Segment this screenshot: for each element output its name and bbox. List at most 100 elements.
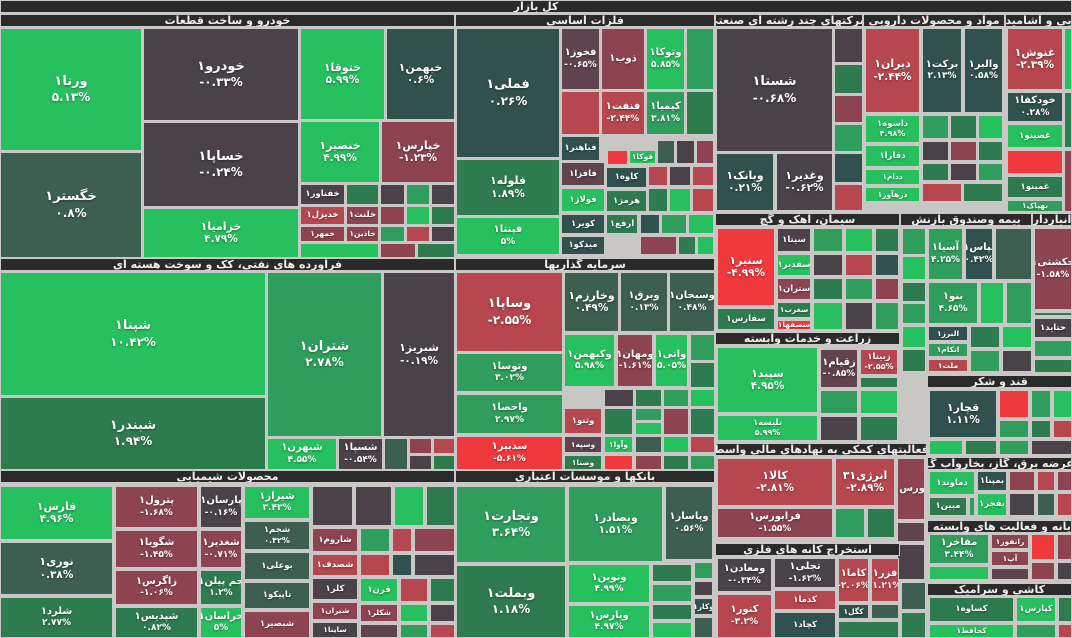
treemap-tile-small[interactable] bbox=[1031, 534, 1055, 560]
treemap-tile-small[interactable] bbox=[406, 226, 430, 242]
treemap-tile-small[interactable] bbox=[965, 440, 997, 455]
treemap-tile-small[interactable] bbox=[970, 350, 1000, 372]
treemap-tile[interactable]: شاروم۱ bbox=[312, 528, 358, 552]
treemap-tile[interactable]: فخوز۱ -۰.۶۵% bbox=[561, 28, 600, 90]
treemap-tile-small[interactable] bbox=[690, 389, 715, 407]
sector-header-agriculture[interactable]: زراعت و خدمات وابسته bbox=[715, 332, 900, 345]
treemap-tile[interactable]: شبصیر۱ bbox=[244, 611, 310, 638]
treemap-tile[interactable]: زبینا۱ -۲.۵۵% bbox=[860, 349, 898, 375]
treemap-tile[interactable]: قچار۱ ۱.۱۱% bbox=[929, 390, 997, 438]
treemap-tile-small[interactable] bbox=[669, 166, 691, 186]
treemap-tile-small[interactable] bbox=[969, 497, 975, 516]
treemap-tile[interactable]: خودکفا۱ ۰.۲۸% bbox=[1007, 92, 1063, 122]
treemap-tile-small[interactable] bbox=[950, 163, 977, 181]
treemap-tile-small[interactable] bbox=[871, 604, 899, 619]
treemap-tile-small[interactable] bbox=[813, 278, 843, 300]
treemap-tile-small[interactable] bbox=[1053, 390, 1072, 418]
treemap-tile[interactable]: سیتا۱ bbox=[777, 228, 811, 252]
treemap-tile[interactable]: فوکا۱ bbox=[629, 150, 656, 164]
treemap-tile[interactable]: بمپنا۱ bbox=[977, 471, 1007, 491]
treemap-tile-small[interactable] bbox=[970, 326, 1000, 348]
treemap-tile[interactable]: مبین۱ bbox=[929, 497, 967, 516]
treemap-tile-small[interactable] bbox=[980, 282, 1004, 324]
treemap-tile-small[interactable] bbox=[690, 436, 715, 453]
treemap-tile[interactable]: فارس۱ ۴.۹۶% bbox=[0, 486, 113, 540]
treemap-tile[interactable]: دماوند۱ bbox=[929, 471, 975, 495]
treemap-tile-small[interactable] bbox=[834, 184, 863, 211]
treemap-tile-small[interactable] bbox=[875, 302, 899, 330]
treemap-tile[interactable]: انرژی۳۱ -۲.۸۹% bbox=[835, 458, 895, 506]
sector-header-cement[interactable]: سیمان، آهک و گچ bbox=[715, 213, 900, 226]
treemap-tile[interactable]: ورنا۱ ۵.۱۳% bbox=[0, 28, 142, 151]
treemap-tile[interactable]: ذوب۱ bbox=[601, 28, 645, 90]
treemap-tile[interactable]: آپ۱ bbox=[991, 551, 1029, 566]
treemap-tile-small[interactable] bbox=[300, 243, 379, 258]
treemap-tile-small[interactable] bbox=[902, 282, 926, 302]
treemap-tile-small[interactable] bbox=[692, 166, 714, 186]
treemap-tile[interactable]: شیراز۱ ۳.۴۳% bbox=[244, 486, 310, 519]
sector-header-insurance[interactable]: بیمه وصندوق بازنش bbox=[900, 213, 1032, 226]
treemap-tile-small[interactable] bbox=[813, 302, 843, 330]
treemap-tile[interactable]: سپید۱ ۴.۹۵% bbox=[717, 347, 818, 413]
treemap-tile[interactable]: کاما۱ -۲.۰۶% bbox=[838, 558, 869, 602]
treemap-tile-small[interactable] bbox=[663, 436, 689, 453]
treemap-tile-small[interactable] bbox=[430, 624, 455, 638]
treemap-tile[interactable]: پترول۱ -۱.۶۸% bbox=[115, 486, 198, 528]
treemap-tile[interactable]: وسپه۱ bbox=[564, 436, 602, 453]
treemap-tile[interactable]: کلر۱ bbox=[312, 578, 358, 600]
treemap-tile-small[interactable] bbox=[897, 544, 925, 580]
treemap-tile-small[interactable] bbox=[360, 554, 390, 576]
treemap-tile[interactable]: وثنو۱ bbox=[564, 408, 602, 434]
treemap-tile-small[interactable] bbox=[380, 184, 405, 205]
sector-header-banks[interactable]: بانکها و موسسات اعتباری bbox=[455, 470, 715, 483]
treemap-tile-small[interactable] bbox=[312, 486, 353, 526]
treemap-tile-small[interactable] bbox=[834, 124, 863, 152]
treemap-tile-small[interactable] bbox=[669, 188, 691, 212]
treemap-tile[interactable]: ددام۱ bbox=[865, 169, 920, 185]
treemap-tile[interactable]: کگل۱ bbox=[838, 604, 869, 619]
treemap-tile-small[interactable] bbox=[834, 95, 863, 123]
treemap-tile[interactable]: فرابورس۱ -۱.۵۵% bbox=[717, 508, 833, 538]
treemap-tile-small[interactable] bbox=[1002, 350, 1032, 372]
treemap-tile-small[interactable] bbox=[635, 455, 662, 470]
treemap-tile-small[interactable] bbox=[1031, 420, 1051, 438]
treemap-tile-small[interactable] bbox=[838, 621, 899, 638]
treemap-tile[interactable]: خفناور۱ bbox=[300, 184, 345, 205]
treemap-tile-small[interactable] bbox=[922, 163, 949, 181]
treemap-tile-small[interactable] bbox=[1053, 420, 1072, 438]
treemap-tile-small[interactable] bbox=[409, 455, 432, 470]
treemap-tile[interactable]: خودرو۱ -۰.۳۳% bbox=[143, 28, 299, 121]
treemap-tile-small[interactable] bbox=[813, 254, 843, 276]
treemap-tile[interactable]: شپدیس۱ ۰.۸۲% bbox=[115, 607, 198, 638]
treemap-tile-small[interactable] bbox=[686, 28, 714, 90]
treemap-tile[interactable]: آسیا۱ ۴.۲۵% bbox=[928, 228, 963, 280]
treemap-tile-small[interactable] bbox=[845, 302, 873, 330]
treemap-tile-small[interactable] bbox=[1058, 597, 1072, 622]
treemap-tile[interactable]: وخارزم۱ ۰.۴۹% bbox=[564, 272, 619, 332]
treemap-tile-small[interactable] bbox=[648, 188, 668, 212]
treemap-tile[interactable]: شپنا۱ ۱۰.۴۲% bbox=[0, 272, 266, 396]
treemap-tile-small[interactable] bbox=[431, 184, 455, 205]
treemap-tile-small[interactable] bbox=[604, 408, 633, 435]
treemap-tile[interactable]: خلنت۱ bbox=[346, 206, 379, 225]
treemap-tile-small[interactable] bbox=[1031, 562, 1055, 580]
treemap-tile[interactable]: وصنا۱ bbox=[564, 455, 602, 470]
sector-header-food[interactable]: یی و آشامید bbox=[1005, 14, 1072, 27]
treemap-tile[interactable]: بپاس۱۰.۴۲% bbox=[965, 228, 993, 280]
treemap-tile-small[interactable] bbox=[1031, 440, 1072, 455]
treemap-tile-small[interactable] bbox=[400, 624, 428, 638]
treemap-tile-small[interactable] bbox=[922, 183, 962, 202]
treemap-tile[interactable]: وبملت۱ ۱.۱۸% bbox=[456, 565, 566, 638]
treemap-tile[interactable]: واتی۱ ۵.۰۵% bbox=[655, 334, 688, 387]
treemap-tile[interactable]: رانفور۱ bbox=[991, 534, 1029, 549]
treemap-tile-small[interactable] bbox=[860, 390, 898, 414]
treemap-tile-small[interactable] bbox=[950, 141, 977, 161]
treemap-tile-small[interactable] bbox=[1006, 282, 1032, 324]
treemap-tile-small[interactable] bbox=[1037, 493, 1055, 516]
treemap-tile-small[interactable] bbox=[635, 408, 662, 421]
treemap-tile-small[interactable] bbox=[360, 624, 398, 638]
treemap-tile[interactable]: وتوسا۱ ۳.۰۲% bbox=[456, 353, 563, 392]
treemap-tile[interactable]: وکار۱ bbox=[694, 598, 713, 615]
treemap-tile-small[interactable] bbox=[902, 228, 926, 255]
treemap-tile[interactable]: شبندر۱ ۱.۹۴% bbox=[0, 397, 266, 470]
